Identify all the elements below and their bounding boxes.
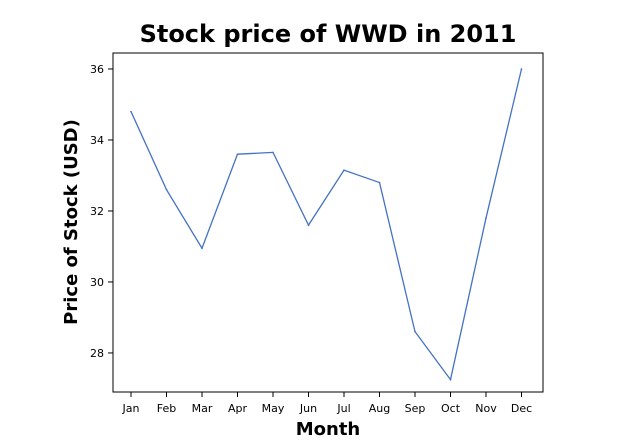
plot-area [112, 52, 544, 393]
x-axis: Jan Feb Mar Apr May Jun Jul Aug Sep Oct Nov Dec [122, 392, 532, 415]
data-point [485, 217, 487, 219]
data-point [201, 247, 203, 250]
y-axis: 28 30 32 34 36 [90, 63, 113, 360]
x-tick-label: Aug [369, 402, 390, 415]
data-point [272, 151, 274, 154]
x-tick-label: Jun [299, 402, 317, 415]
data-point [414, 330, 416, 333]
x-tick-label: Jan [122, 402, 140, 415]
data-point [130, 110, 132, 113]
y-tick-label: 36 [90, 63, 104, 76]
x-tick-label: Nov [475, 402, 497, 415]
x-tick-label: May [262, 402, 285, 415]
data-point [520, 68, 523, 70]
chart-title: Stock price of WWD in 2011 [140, 20, 517, 48]
series-line [130, 68, 523, 382]
x-tick-label: Mar [192, 402, 213, 415]
y-axis-label: Price of Stock (USD) [61, 119, 82, 325]
data-point [449, 378, 452, 381]
data-point [165, 188, 168, 191]
data-point [307, 224, 310, 226]
y-tick-label: 28 [90, 347, 104, 360]
series-layer [130, 68, 523, 382]
x-tick-label: Feb [157, 402, 176, 415]
x-axis-label: Month [296, 419, 361, 440]
y-tick-label: 30 [90, 276, 104, 289]
data-point [236, 153, 239, 155]
x-tick-label: Sep [405, 402, 426, 415]
x-tick-label: Oct [441, 402, 461, 415]
x-tick-label: Apr [228, 402, 248, 415]
y-tick-label: 32 [90, 205, 104, 218]
x-tick-label: Jul [336, 402, 350, 415]
x-tick-label: Dec [511, 402, 532, 415]
data-point [343, 169, 345, 171]
data-point [378, 181, 381, 184]
y-tick-label: 34 [90, 134, 104, 147]
